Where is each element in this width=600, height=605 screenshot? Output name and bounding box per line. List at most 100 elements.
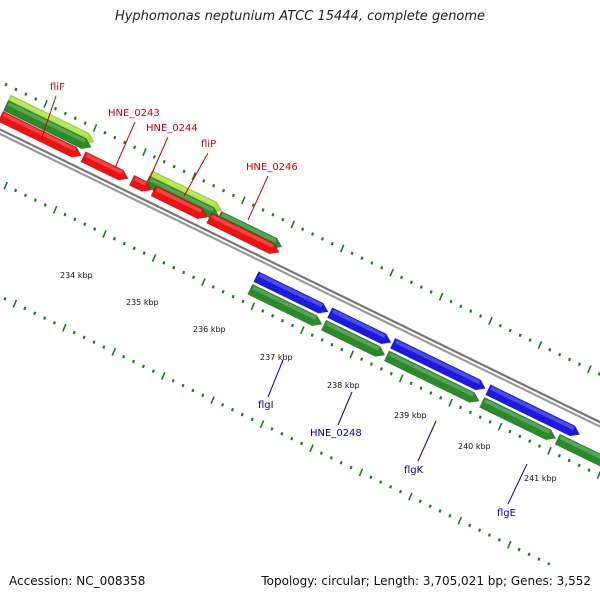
tick-outer-mid-minor xyxy=(488,420,492,424)
gene-arrow-lightgreen xyxy=(5,94,95,144)
gene-arrow-lightgreen-shine xyxy=(151,172,217,207)
gene-arrow-red xyxy=(150,185,208,220)
tick-outer-mid-major xyxy=(250,302,256,311)
label-leaders xyxy=(40,95,528,505)
tick-outer-lower-major xyxy=(559,564,560,565)
tick-outer-mid-minor xyxy=(63,212,67,217)
gene-arrow-darkgreen xyxy=(479,396,557,441)
tick-inner-upper-major xyxy=(142,148,147,157)
tick-outer-mid-major xyxy=(349,350,355,359)
tick-outer-mid-major xyxy=(3,181,9,190)
tick-outer-lower-minor xyxy=(517,547,521,552)
tick-inner-upper-minor xyxy=(231,193,235,198)
tick-outer-mid-minor xyxy=(261,309,265,313)
tick-outer-mid-minor xyxy=(419,386,423,390)
tick-inner-upper-minor xyxy=(83,121,87,125)
tick-outer-mid-minor xyxy=(340,347,344,352)
tick-outer-lower-minor xyxy=(468,523,472,528)
gene-arrow-blue-shine xyxy=(332,309,386,338)
tick-outer-lower-major xyxy=(358,468,364,477)
tick-outer-lower-minor xyxy=(448,514,452,518)
tick-outer-lower-major xyxy=(62,323,67,332)
tick-outer-lower-minor xyxy=(398,489,403,494)
tick-inner-upper-minor xyxy=(212,184,216,188)
tick-outer-lower-minor xyxy=(52,321,56,325)
tick-inner-upper-major xyxy=(191,172,197,181)
topology-text: Topology: circular; Length: 3,705,021 bp… xyxy=(261,574,591,588)
tick-outer-mid-minor xyxy=(162,261,166,265)
tick-outer-mid-minor xyxy=(330,342,334,347)
tick-inner-upper-minor xyxy=(449,299,453,304)
tick-outer-lower-minor xyxy=(487,533,491,537)
tick-outer-mid-minor xyxy=(83,222,87,226)
leader-line xyxy=(417,420,437,462)
tick-outer-lower-minor xyxy=(329,456,333,460)
tick-outer-mid-minor xyxy=(33,198,37,202)
tick-outer-mid-minor xyxy=(241,299,245,304)
kbp-label: 238 kbp xyxy=(327,381,360,390)
tick-outer-mid-minor xyxy=(557,453,561,458)
tick-outer-lower-minor xyxy=(537,557,541,561)
tick-outer-lower-minor xyxy=(201,393,205,398)
tick-inner-upper-major xyxy=(389,268,394,277)
tick-outer-mid-major xyxy=(448,398,453,407)
tick-inner-upper-minor xyxy=(330,241,334,246)
tick-inner-upper-minor xyxy=(409,280,413,285)
tick-inner-upper-major xyxy=(438,292,444,301)
tick-inner-upper-minor xyxy=(162,159,166,164)
tick-outer-mid-minor xyxy=(93,227,97,231)
tick-outer-mid-minor xyxy=(172,265,176,270)
gene-arrow-blue-shine xyxy=(258,273,323,308)
tick-inner-upper-minor xyxy=(152,155,156,159)
tick-outer-lower-minor xyxy=(92,340,96,344)
gene-arrow-blue-shine xyxy=(395,340,481,384)
gene-label: HNE_0248 xyxy=(310,428,362,439)
tick-outer-mid-minor xyxy=(73,217,77,222)
tick-inner-upper-minor xyxy=(63,111,67,116)
kbp-label: 241 kbp xyxy=(524,474,557,483)
gene-arrow-darkgreen xyxy=(383,350,480,403)
tick-outer-mid-minor xyxy=(379,367,383,371)
tick-outer-mid-minor xyxy=(577,463,581,468)
leader-line xyxy=(337,391,353,426)
tick-outer-mid-minor xyxy=(192,275,196,280)
tick-inner-upper-minor xyxy=(271,212,275,217)
tick-outer-lower-minor xyxy=(221,403,225,407)
gene-arrow-red-shine xyxy=(2,113,77,152)
kbp-label: 239 kbp xyxy=(394,411,427,420)
kbp-label: 237 kbp xyxy=(260,353,293,362)
tick-outer-lower-minor xyxy=(23,306,27,311)
kbp-label: 236 kbp xyxy=(193,325,226,334)
kbp-label: 235 kbp xyxy=(126,298,159,307)
tick-inner-upper-minor xyxy=(24,92,28,96)
tick-inner-upper-minor xyxy=(34,97,38,101)
tick-outer-mid-minor xyxy=(211,285,215,289)
tick-inner-upper-minor xyxy=(301,227,305,232)
tick-outer-lower-minor xyxy=(428,504,432,508)
feature-tracks xyxy=(0,94,600,467)
tick-outer-lower-minor xyxy=(151,369,155,373)
tick-outer-lower-major xyxy=(210,396,215,405)
accession-text: Accession: NC_008358 xyxy=(9,574,146,588)
tick-outer-mid-minor xyxy=(369,362,374,366)
tick-outer-mid-minor xyxy=(23,193,27,198)
tick-outer-mid-major xyxy=(52,205,58,214)
tick-inner-upper-major xyxy=(587,365,592,374)
tick-inner-upper-minor xyxy=(311,232,315,236)
tick-inner-upper-minor xyxy=(479,314,483,318)
tick-outer-lower-minor xyxy=(3,297,7,301)
tick-outer-lower-minor xyxy=(379,480,383,484)
tick-outer-mid-minor xyxy=(468,410,472,415)
tick-inner-upper-minor xyxy=(370,261,374,265)
tick-inner-upper-minor xyxy=(73,116,77,121)
gene-arrow-blue xyxy=(485,384,581,437)
tick-outer-lower-minor xyxy=(369,475,373,480)
tick-outer-lower-major xyxy=(160,371,166,380)
tick-outer-lower-minor xyxy=(290,436,294,441)
tick-outer-lower-minor xyxy=(527,552,531,557)
kbp-label: 234 kbp xyxy=(60,271,93,280)
tick-outer-lower-minor xyxy=(497,538,501,542)
tick-outer-lower-minor xyxy=(250,417,254,422)
gene-label: flgK xyxy=(404,465,424,476)
gene-arrow-darkgreen-shine xyxy=(559,435,600,459)
